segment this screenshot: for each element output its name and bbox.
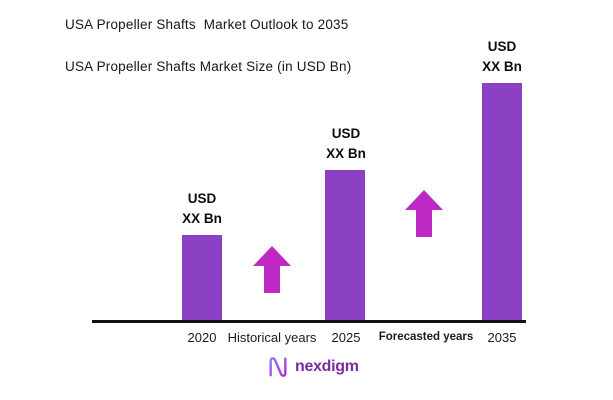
up-arrow-icon [405,190,443,237]
bar-value-line1: USD [487,39,517,54]
bar-2035 [482,83,522,320]
nexdigm-logo-icon [269,357,287,377]
forecasted-years-label: Forecasted years [378,331,474,343]
bar-2025 [325,170,365,320]
bar-value-line2: XX Bn [482,59,522,74]
x-tick-2035: 2035 [487,330,517,345]
bar-value-label-2025: USD XX Bn [306,124,386,164]
x-axis-line [92,320,526,323]
historical-years-label: Historical years [227,330,317,345]
chart-title: USA Propeller Shafts Market Outlook to 2… [65,17,349,32]
up-arrow-icon [253,246,291,293]
bar-value-line1: USD [187,191,217,206]
bar-value-line2: XX Bn [326,146,366,161]
bar-value-line1: USD [331,126,361,141]
bar-value-line2: XX Bn [182,211,222,226]
bar-2020 [182,235,222,320]
bar-value-label-2020: USD XX Bn [162,189,242,229]
bar-value-label-2035: USD XX Bn [462,37,542,77]
nexdigm-logo: nexdigm [267,355,359,379]
x-tick-2020: 2020 [187,330,217,345]
nexdigm-logo-text: nexdigm [295,358,359,375]
chart-subtitle: USA Propeller Shafts Market Size (in USD… [65,59,352,74]
x-tick-2025: 2025 [331,330,361,345]
